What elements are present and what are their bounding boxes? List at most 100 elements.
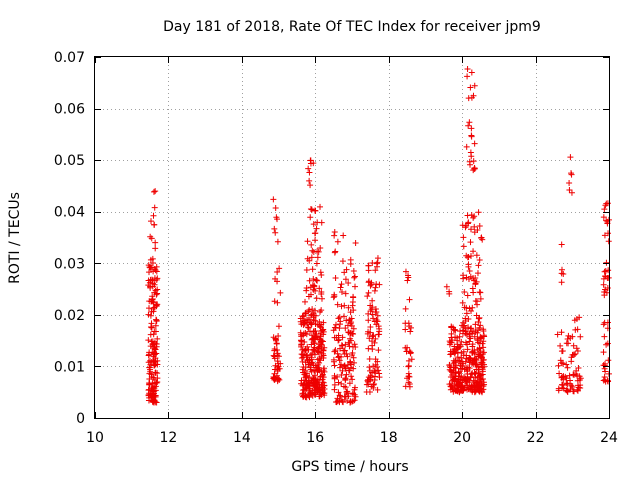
scatter-point [331,386,338,393]
scatter-point [154,335,161,342]
scatter-point [310,339,317,346]
scatter-point [334,301,341,308]
scatter-point [367,324,374,331]
scatter-point [154,290,161,297]
scatter-point [464,73,471,80]
scatter-point [475,315,482,322]
scatter-point [466,379,473,386]
scatter-point [351,386,358,393]
scatter-point [148,371,155,378]
scatter-point [479,376,486,383]
scatter-point [462,358,469,365]
x-tick-label: 20 [453,430,471,446]
scatter-point [375,347,382,354]
scatter-point [150,374,157,381]
scatter-point [476,289,483,296]
scatter-point [312,391,319,398]
scatter-point [461,288,468,295]
scatter-point [342,276,349,283]
scatter-point [321,382,328,389]
scatter-point [563,340,570,347]
scatter-point [555,362,562,369]
scatter-point [347,358,354,365]
scatter-point [352,393,359,400]
scatter-point [270,334,277,341]
scatter-point [472,321,479,328]
scatter-point [150,212,157,219]
scatter-point [308,241,315,248]
scatter-point [271,370,278,377]
scatter-point [147,256,154,263]
scatter-point [146,269,153,276]
scatter-point [374,364,381,371]
scatter-point [335,353,342,360]
scatter-point [572,326,579,333]
scatter-point [349,298,356,305]
scatter-point [321,390,328,397]
scatter-point [151,221,158,228]
scatter-point [316,349,323,356]
scatter-point [474,329,481,336]
scatter-point [462,327,469,334]
data-points [145,65,612,406]
scatter-point [374,386,381,393]
scatter-point [318,219,325,226]
scatter-point [602,368,609,375]
scatter-point [462,318,469,325]
scatter-point [451,343,458,350]
scatter-point [152,357,159,364]
scatter-point [448,323,455,330]
scatter-point [347,335,354,342]
y-tick-label: 0.01 [54,359,85,375]
scatter-point [350,365,357,372]
scatter-point [151,362,158,369]
scatter-point [305,361,312,368]
scatter-point [338,380,345,387]
scatter-point [151,388,158,395]
scatter-point [303,267,310,274]
scatter-point [336,357,343,364]
scatter-point [335,389,342,396]
scatter-point [271,225,278,232]
scatter-point [463,222,470,229]
scatter-point [376,370,383,377]
scatter-point [571,371,578,378]
scatter-point [312,335,319,342]
scatter-point [459,377,466,384]
scatter-point [605,274,612,281]
scatter-point [402,383,409,390]
scatter-point [340,232,347,239]
scatter-point [570,351,577,358]
scatter-point [336,321,343,328]
scatter-point [314,321,321,328]
scatter-point [365,328,372,335]
scatter-point [345,393,352,400]
scatter-point [464,292,471,299]
scatter-point [337,393,344,400]
scatter-point [305,346,312,353]
scatter-point [335,379,342,386]
scatter-point [319,376,326,383]
scatter-point [274,269,281,276]
scatter-point [345,329,352,336]
scatter-point [470,158,477,165]
scatter-point [319,386,326,393]
scatter-point [146,380,153,387]
scatter-point [314,277,321,284]
scatter-point [558,329,565,336]
scatter-point [464,346,471,353]
scatter-point [148,235,155,242]
scatter-point [468,69,475,76]
scatter-point [298,321,305,328]
scatter-point [564,335,571,342]
scatter-point [331,232,338,239]
scatter-point [300,363,307,370]
scatter-point [307,366,314,373]
scatter-point [451,359,458,366]
scatter-point [342,393,349,400]
scatter-point [342,384,349,391]
x-tick-label: 24 [600,430,618,446]
scatter-point [317,269,324,276]
scatter-point [601,333,608,340]
scatter-point [306,307,313,314]
